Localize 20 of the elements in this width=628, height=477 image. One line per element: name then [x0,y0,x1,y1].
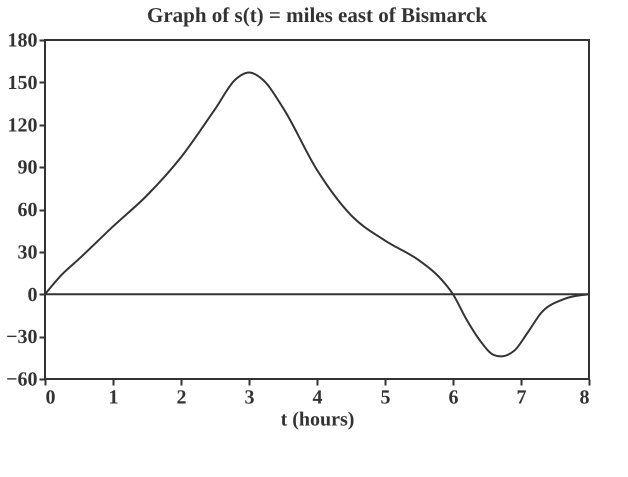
y-tick-label: 150 [8,72,38,94]
x-tick-label: 8 [580,386,590,408]
x-tick-label: 6 [448,386,458,408]
y-tick-label: 60 [18,199,38,221]
y-tick-label: −30 [6,326,38,348]
chart-title: Graph of s(t) = miles east of Bismarck [147,3,488,27]
x-tick-label: 1 [108,386,118,408]
y-tick-label: 0 [28,284,38,306]
y-tick-label: 120 [8,114,38,136]
x-tick-label: 4 [312,386,322,408]
x-tick-label: 7 [516,386,526,408]
x-tick-label: 3 [244,386,254,408]
x-tick-label: 0 [46,386,56,408]
x-axis-title: t (hours) [280,408,354,430]
x-tick-label: 2 [176,386,186,408]
y-tick-label: 180 [8,30,38,52]
x-tick-label: 5 [380,386,390,408]
y-tick-label: 30 [18,241,38,264]
y-tick-label: −60 [6,368,38,390]
y-tick-label: 90 [18,156,38,179]
